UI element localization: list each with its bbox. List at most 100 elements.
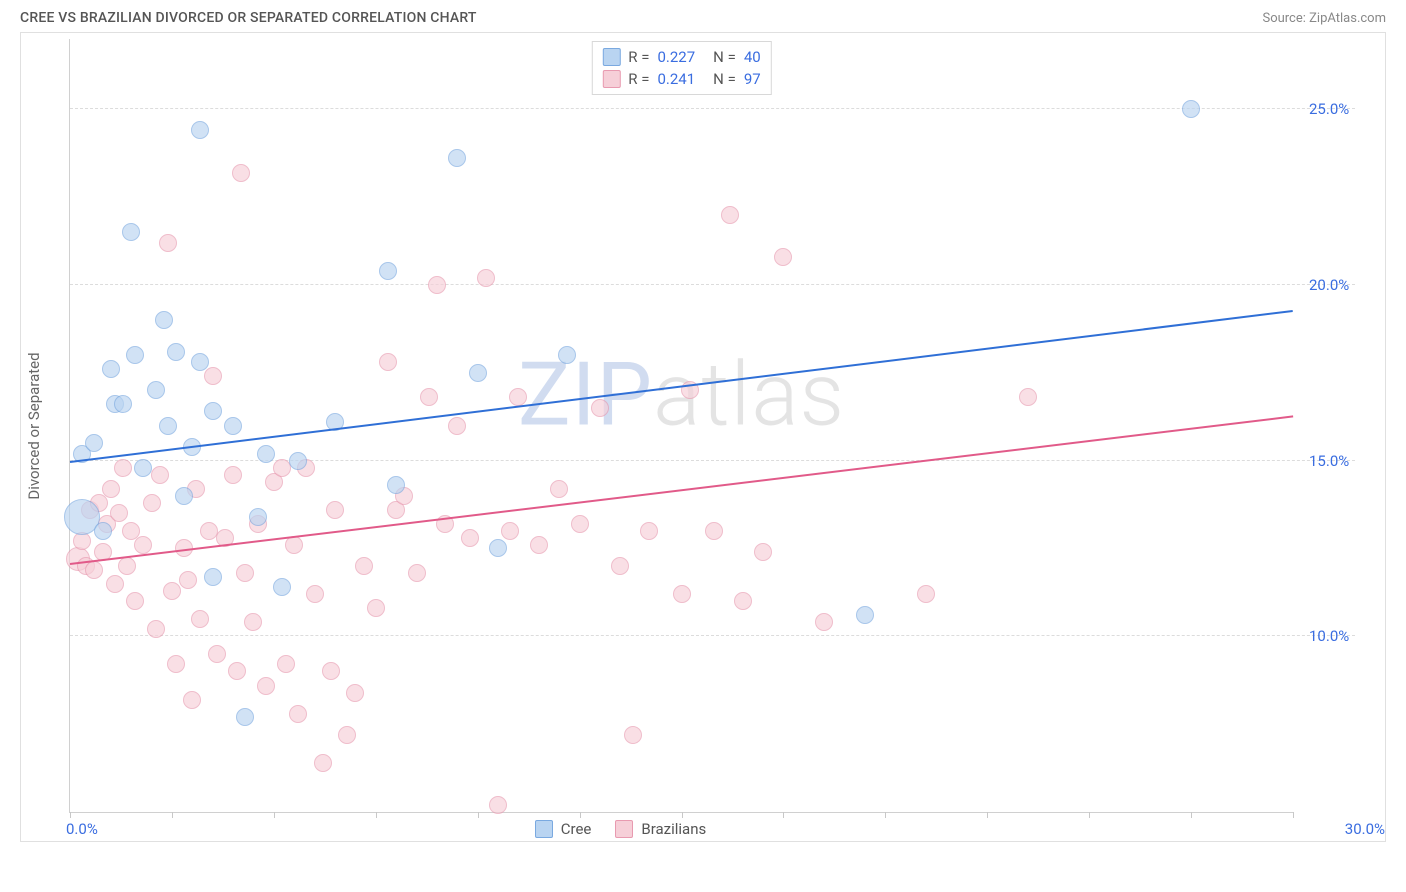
scatter-point [611, 557, 629, 575]
scatter-point [122, 223, 140, 241]
scatter-point [208, 645, 226, 663]
gridline [70, 635, 1355, 636]
scatter-point [175, 487, 193, 505]
scatter-point [143, 494, 161, 512]
legend-stats: R =0.227N =40R =0.241N =97 [591, 41, 771, 95]
scatter-point [1182, 100, 1200, 118]
scatter-point [530, 536, 548, 554]
scatter-point [379, 353, 397, 371]
scatter-point [273, 459, 291, 477]
legend-R-value: 0.241 [657, 68, 695, 90]
x-tick [478, 812, 479, 818]
scatter-point [489, 796, 507, 814]
x-tick [885, 812, 886, 818]
scatter-point [277, 655, 295, 673]
legend-R-label: R = [628, 68, 649, 90]
scatter-point [224, 417, 242, 435]
scatter-point [85, 434, 103, 452]
scatter-point [774, 248, 792, 266]
gridline [70, 284, 1355, 285]
scatter-point [289, 705, 307, 723]
legend-swatch [615, 820, 633, 838]
x-tick [682, 812, 683, 818]
y-tick-label: 10.0% [1309, 627, 1379, 645]
scatter-point [232, 164, 250, 182]
scatter-point [640, 522, 658, 540]
legend-R-label: R = [628, 46, 649, 68]
scatter-point [917, 585, 935, 603]
x-tick [1293, 812, 1294, 818]
scatter-point [428, 276, 446, 294]
scatter-point [167, 655, 185, 673]
scatter-point [273, 578, 291, 596]
y-axis-label: Divorced or Separated [25, 352, 43, 499]
chart-source: Source: ZipAtlas.com [1262, 11, 1386, 26]
scatter-point [85, 561, 103, 579]
trend-line [70, 310, 1293, 463]
legend-N-label: N = [713, 46, 736, 68]
scatter-point [346, 684, 364, 702]
x-tick [1191, 812, 1192, 818]
legend-R-value: 0.227 [657, 46, 695, 68]
scatter-point [118, 557, 136, 575]
scatter-point [102, 480, 120, 498]
scatter-point [734, 592, 752, 610]
source-prefix: Source: [1262, 11, 1309, 26]
scatter-point [73, 532, 91, 550]
scatter-point [183, 691, 201, 709]
x-tick [783, 812, 784, 818]
scatter-point [147, 620, 165, 638]
scatter-point [102, 360, 120, 378]
scatter-point [167, 343, 185, 361]
legend-label: Brazilians [641, 820, 706, 838]
scatter-point [94, 522, 112, 540]
scatter-point [387, 476, 405, 494]
y-tick-label: 20.0% [1309, 276, 1379, 294]
scatter-point [289, 452, 307, 470]
legend-stat-row: R =0.227N =40 [602, 46, 760, 68]
scatter-point [624, 726, 642, 744]
watermark-zip: ZIP [518, 343, 653, 446]
scatter-point [114, 459, 132, 477]
scatter-point [126, 346, 144, 364]
gridline [70, 108, 1355, 109]
scatter-point [110, 504, 128, 522]
legend-swatch [535, 820, 553, 838]
scatter-point [469, 364, 487, 382]
x-tick [274, 812, 275, 818]
scatter-point [326, 501, 344, 519]
x-tick [580, 812, 581, 818]
x-tick [987, 812, 988, 818]
x-axis-min-label: 0.0% [66, 820, 98, 838]
scatter-point [151, 466, 169, 484]
scatter-point [106, 575, 124, 593]
scatter-point [114, 395, 132, 413]
chart-header: CREE VS BRAZILIAN DIVORCED OR SEPARATED … [0, 0, 1406, 32]
scatter-point [721, 206, 739, 224]
legend-item: Cree [535, 820, 592, 838]
plot-area: Divorced or Separated ZIPatlas R =0.227N… [69, 39, 1293, 813]
legend-stat-row: R =0.241N =97 [602, 68, 760, 90]
legend-N-label: N = [713, 68, 736, 90]
scatter-point [355, 557, 373, 575]
scatter-point [147, 381, 165, 399]
legend-series: Cree Brazilians [535, 820, 707, 838]
scatter-point [257, 445, 275, 463]
scatter-point [489, 539, 507, 557]
scatter-point [179, 571, 197, 589]
scatter-point [159, 417, 177, 435]
scatter-point [420, 388, 438, 406]
y-tick-label: 15.0% [1309, 452, 1379, 470]
scatter-point [191, 121, 209, 139]
scatter-point [501, 522, 519, 540]
scatter-point [163, 582, 181, 600]
scatter-point [159, 234, 177, 252]
scatter-point [550, 480, 568, 498]
scatter-point [379, 262, 397, 280]
source-link[interactable]: ZipAtlas.com [1309, 11, 1386, 26]
scatter-point [134, 536, 152, 554]
scatter-point [200, 522, 218, 540]
scatter-point [236, 564, 254, 582]
chart-container: Divorced or Separated ZIPatlas R =0.227N… [20, 32, 1386, 842]
scatter-point [249, 508, 267, 526]
